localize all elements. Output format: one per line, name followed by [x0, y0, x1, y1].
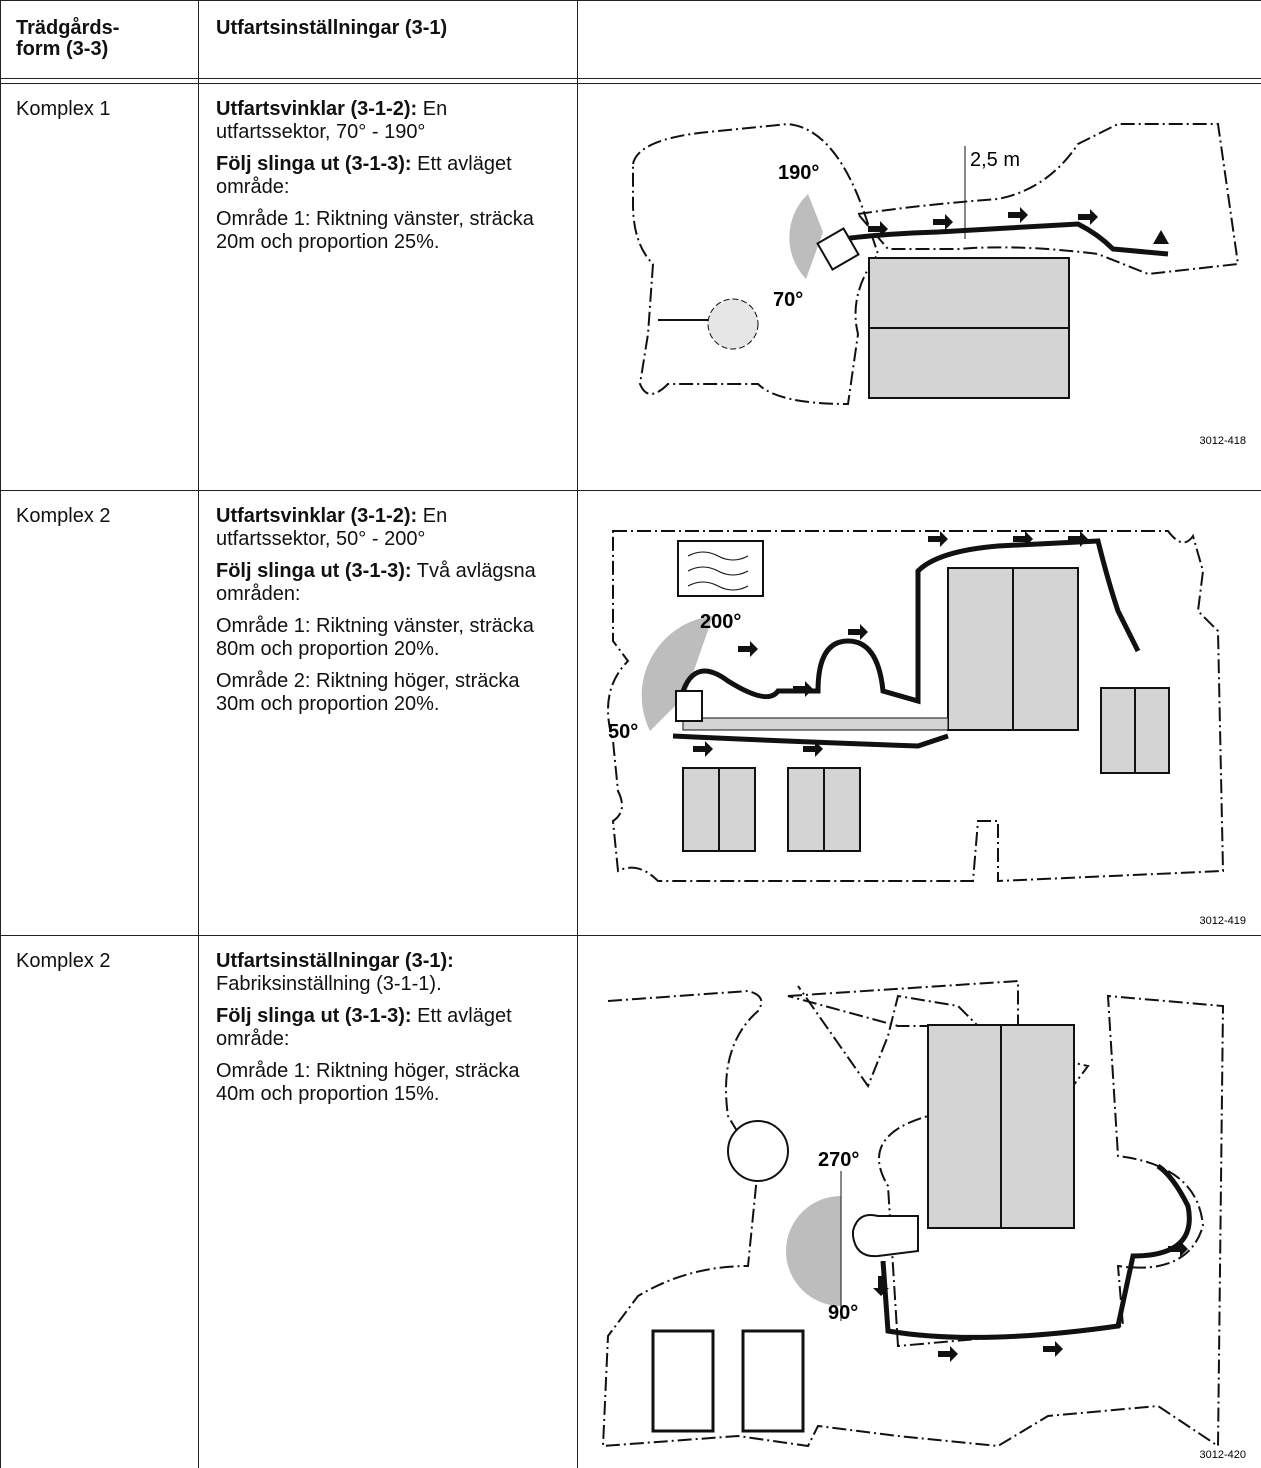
- header-line: form (3-3): [16, 38, 109, 60]
- figure-code: 3012-420: [1200, 1449, 1247, 1461]
- header-line: Utfartsinställningar (3-1): [216, 17, 448, 39]
- text: Fabriksinställning (3-1-1).: [216, 973, 442, 995]
- settings-cell: Utfartsvinklar (3-1-2): En utfartssektor…: [216, 98, 556, 263]
- angle-label: 50°: [608, 721, 638, 743]
- shape-cell: Komplex 2: [16, 505, 111, 527]
- settings-cell: Utfartsvinklar (3-1-2): En utfartssektor…: [216, 505, 556, 725]
- figure: 270° 90° 3012-420: [601, 979, 1247, 1461]
- text: Område 2: Riktning höger, sträcka 30m oc…: [216, 670, 520, 715]
- paragraph: Följ slinga ut (3-1-3): Två avlägsna omr…: [216, 560, 556, 606]
- paragraph: Område 1: Riktning höger, sträcka 40m oc…: [216, 1060, 556, 1106]
- text: Ett avläget område:: [216, 1005, 512, 1050]
- figure-code: 3012-418: [1200, 435, 1247, 447]
- paragraph: Utfartsvinklar (3-1-2): En utfartssektor…: [216, 98, 556, 144]
- figure: 200° 50° 3012-419: [607, 530, 1247, 927]
- text: En utfartssektor, 70° - 190°: [216, 98, 448, 143]
- label: Utfartsinställningar (3-1):: [216, 950, 454, 972]
- header: Utfartsinställningar (3-1): [216, 18, 447, 39]
- paragraph: Utfartsvinklar (3-1-2): En utfartssektor…: [216, 505, 556, 551]
- label: Följ slinga ut (3-1-3):: [216, 1005, 412, 1027]
- text: Område 1: Riktning vänster, sträcka 20m …: [216, 208, 534, 253]
- text: Område 1: Riktning vänster, sträcka 80m …: [216, 615, 534, 660]
- figure: 190° 70° 2,5 m 3012-418: [632, 122, 1247, 447]
- text: Område 1: Riktning höger, sträcka 40m oc…: [216, 1060, 520, 1105]
- border: [0, 78, 1261, 79]
- border: [0, 935, 1261, 936]
- text: En utfartssektor, 50° - 200°: [216, 505, 448, 550]
- border: [0, 83, 1261, 84]
- angle-label: 90°: [828, 1302, 858, 1324]
- border: [198, 0, 199, 1468]
- border: [0, 0, 1, 1468]
- settings-cell: Utfartsinställningar (3-1): Fabriksinstä…: [216, 950, 556, 1115]
- header-line: Trädgårds-: [16, 17, 120, 39]
- label: Följ slinga ut (3-1-3):: [216, 153, 412, 175]
- label: Utfartsvinklar (3-1-2):: [216, 505, 418, 527]
- label: Följ slinga ut (3-1-3):: [216, 560, 412, 582]
- angle-label: 270°: [818, 1149, 859, 1171]
- border: [577, 0, 578, 1468]
- paragraph: Område 1: Riktning vänster, sträcka 20m …: [216, 208, 556, 254]
- angle-label: 200°: [700, 611, 741, 633]
- paragraph: Utfartsinställningar (3-1): Fabriksinstä…: [216, 950, 556, 996]
- text: Ett avläget område:: [216, 153, 512, 198]
- angle-label: 190°: [778, 162, 819, 184]
- paragraph: Område 1: Riktning vänster, sträcka 80m …: [216, 615, 556, 661]
- header: Trädgårds- form (3-3): [16, 18, 119, 60]
- border: [0, 0, 1261, 1]
- figure-code: 3012-419: [1200, 915, 1247, 927]
- distance-label: 2,5 m: [970, 149, 1020, 171]
- border: [0, 490, 1261, 491]
- shape-cell: Komplex 2: [16, 950, 111, 972]
- paragraph: Område 2: Riktning höger, sträcka 30m oc…: [216, 670, 556, 716]
- paragraph: Följ slinga ut (3-1-3): Ett avläget områ…: [216, 1005, 556, 1051]
- angle-label: 70°: [773, 289, 803, 311]
- paragraph: Följ slinga ut (3-1-3): Ett avläget områ…: [216, 153, 556, 199]
- shape-cell: Komplex 1: [16, 98, 111, 120]
- label: Utfartsvinklar (3-1-2):: [216, 98, 418, 120]
- text: Två avlägsna områden:: [216, 560, 536, 605]
